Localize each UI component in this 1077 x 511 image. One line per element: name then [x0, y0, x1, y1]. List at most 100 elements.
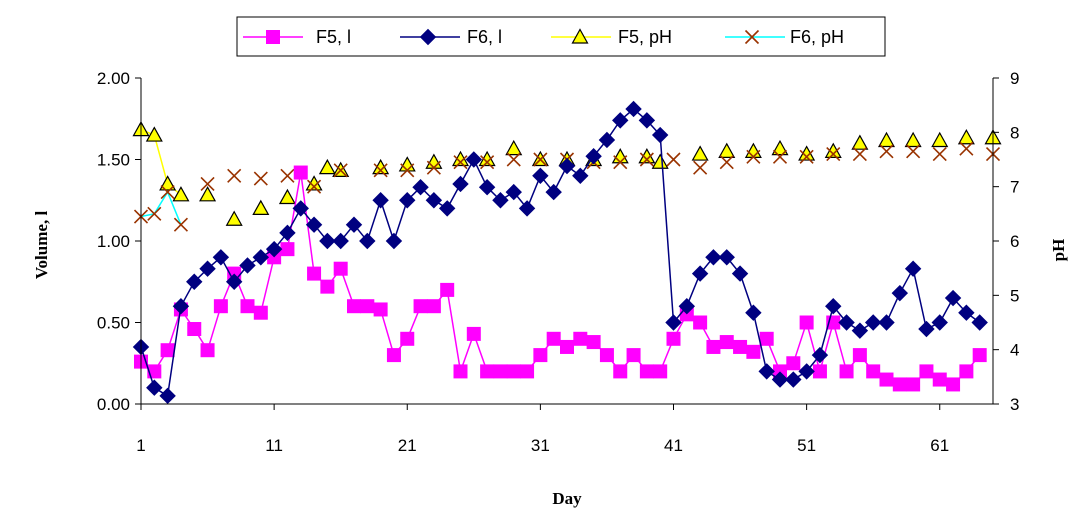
data-point	[333, 163, 348, 178]
data-point	[851, 134, 869, 150]
data-point	[225, 210, 243, 226]
data-point	[653, 364, 668, 379]
data-point	[518, 200, 536, 217]
data-point	[399, 192, 416, 209]
legend-marker	[266, 30, 280, 44]
data-point	[532, 167, 549, 185]
data-point	[280, 168, 295, 183]
data-point	[440, 282, 455, 297]
data-point	[878, 314, 895, 331]
data-point	[239, 257, 256, 274]
data-point	[400, 331, 415, 346]
data-point	[651, 153, 669, 169]
data-point	[613, 364, 628, 379]
series-layer	[132, 100, 1002, 405]
data-point	[693, 315, 708, 330]
data-point	[733, 339, 748, 354]
data-point	[666, 152, 681, 167]
data-point	[799, 149, 814, 164]
data-point	[478, 150, 496, 167]
data-point	[838, 314, 855, 331]
data-point	[279, 224, 296, 242]
data-point	[452, 175, 469, 193]
data-point	[598, 131, 616, 149]
data-point	[891, 284, 909, 302]
data-point	[572, 167, 589, 185]
right-tick-label: 7	[1010, 178, 1019, 197]
right-tick-label: 6	[1010, 232, 1019, 251]
data-point	[826, 147, 841, 162]
data-point	[506, 152, 521, 167]
left-tick-label: 1.00	[97, 232, 130, 251]
legend-marker	[744, 29, 760, 45]
series-square	[134, 165, 987, 392]
data-point	[305, 216, 323, 233]
data-point	[852, 147, 867, 162]
left-axis-title: Volume, l	[32, 211, 51, 280]
data-point	[678, 297, 696, 315]
data-point	[758, 363, 775, 380]
data-point	[719, 335, 734, 350]
data-point	[533, 152, 548, 167]
data-point	[545, 183, 562, 201]
data-point	[786, 356, 801, 371]
left-tick-label: 0.50	[97, 314, 130, 333]
data-point	[438, 200, 456, 217]
data-point	[293, 165, 308, 180]
data-point	[931, 314, 948, 331]
data-point	[771, 371, 789, 388]
data-point	[173, 217, 189, 232]
data-point	[200, 343, 215, 358]
series-line	[140, 108, 981, 398]
data-point	[639, 152, 654, 167]
data-point	[746, 344, 761, 359]
right-axis-title: pH	[1049, 239, 1068, 262]
right-tick-label: 4	[1010, 341, 1019, 360]
data-point	[159, 175, 177, 191]
legend-marker	[419, 28, 437, 46]
data-point	[305, 175, 323, 191]
data-point	[613, 155, 628, 170]
data-point	[852, 348, 867, 363]
data-point	[252, 199, 270, 215]
data-point	[265, 240, 283, 258]
left-tick-label: 2.00	[97, 69, 130, 88]
data-point	[932, 147, 947, 162]
right-tick-label: 5	[1010, 286, 1019, 305]
data-point	[958, 304, 975, 321]
left-tick-label: 1.50	[97, 151, 130, 170]
right-tick-label: 9	[1010, 69, 1019, 88]
data-point	[719, 155, 734, 170]
data-point	[520, 364, 535, 379]
data-point	[906, 144, 921, 159]
data-point	[360, 299, 375, 314]
data-point	[307, 266, 322, 281]
data-point	[666, 331, 681, 346]
data-point	[212, 249, 230, 266]
data-point	[626, 348, 641, 363]
data-point	[506, 364, 521, 379]
data-point	[759, 331, 774, 346]
legend-marker	[571, 28, 589, 44]
data-point	[426, 160, 441, 175]
legend-label: F6, l	[467, 27, 502, 47]
data-point	[959, 364, 974, 379]
data-point	[372, 192, 389, 209]
data-point	[493, 364, 508, 379]
data-point	[347, 299, 361, 314]
data-point	[772, 149, 788, 164]
data-point	[480, 364, 495, 379]
data-point	[199, 260, 216, 277]
data-point	[413, 299, 428, 314]
data-point	[480, 155, 495, 170]
data-point	[145, 126, 163, 142]
x-tick-label: 31	[531, 436, 550, 455]
data-point	[972, 348, 987, 363]
data-point	[798, 363, 815, 380]
data-point	[373, 302, 388, 317]
data-point	[253, 305, 268, 320]
data-point	[957, 129, 975, 145]
data-point	[864, 314, 882, 331]
data-point	[318, 158, 336, 175]
